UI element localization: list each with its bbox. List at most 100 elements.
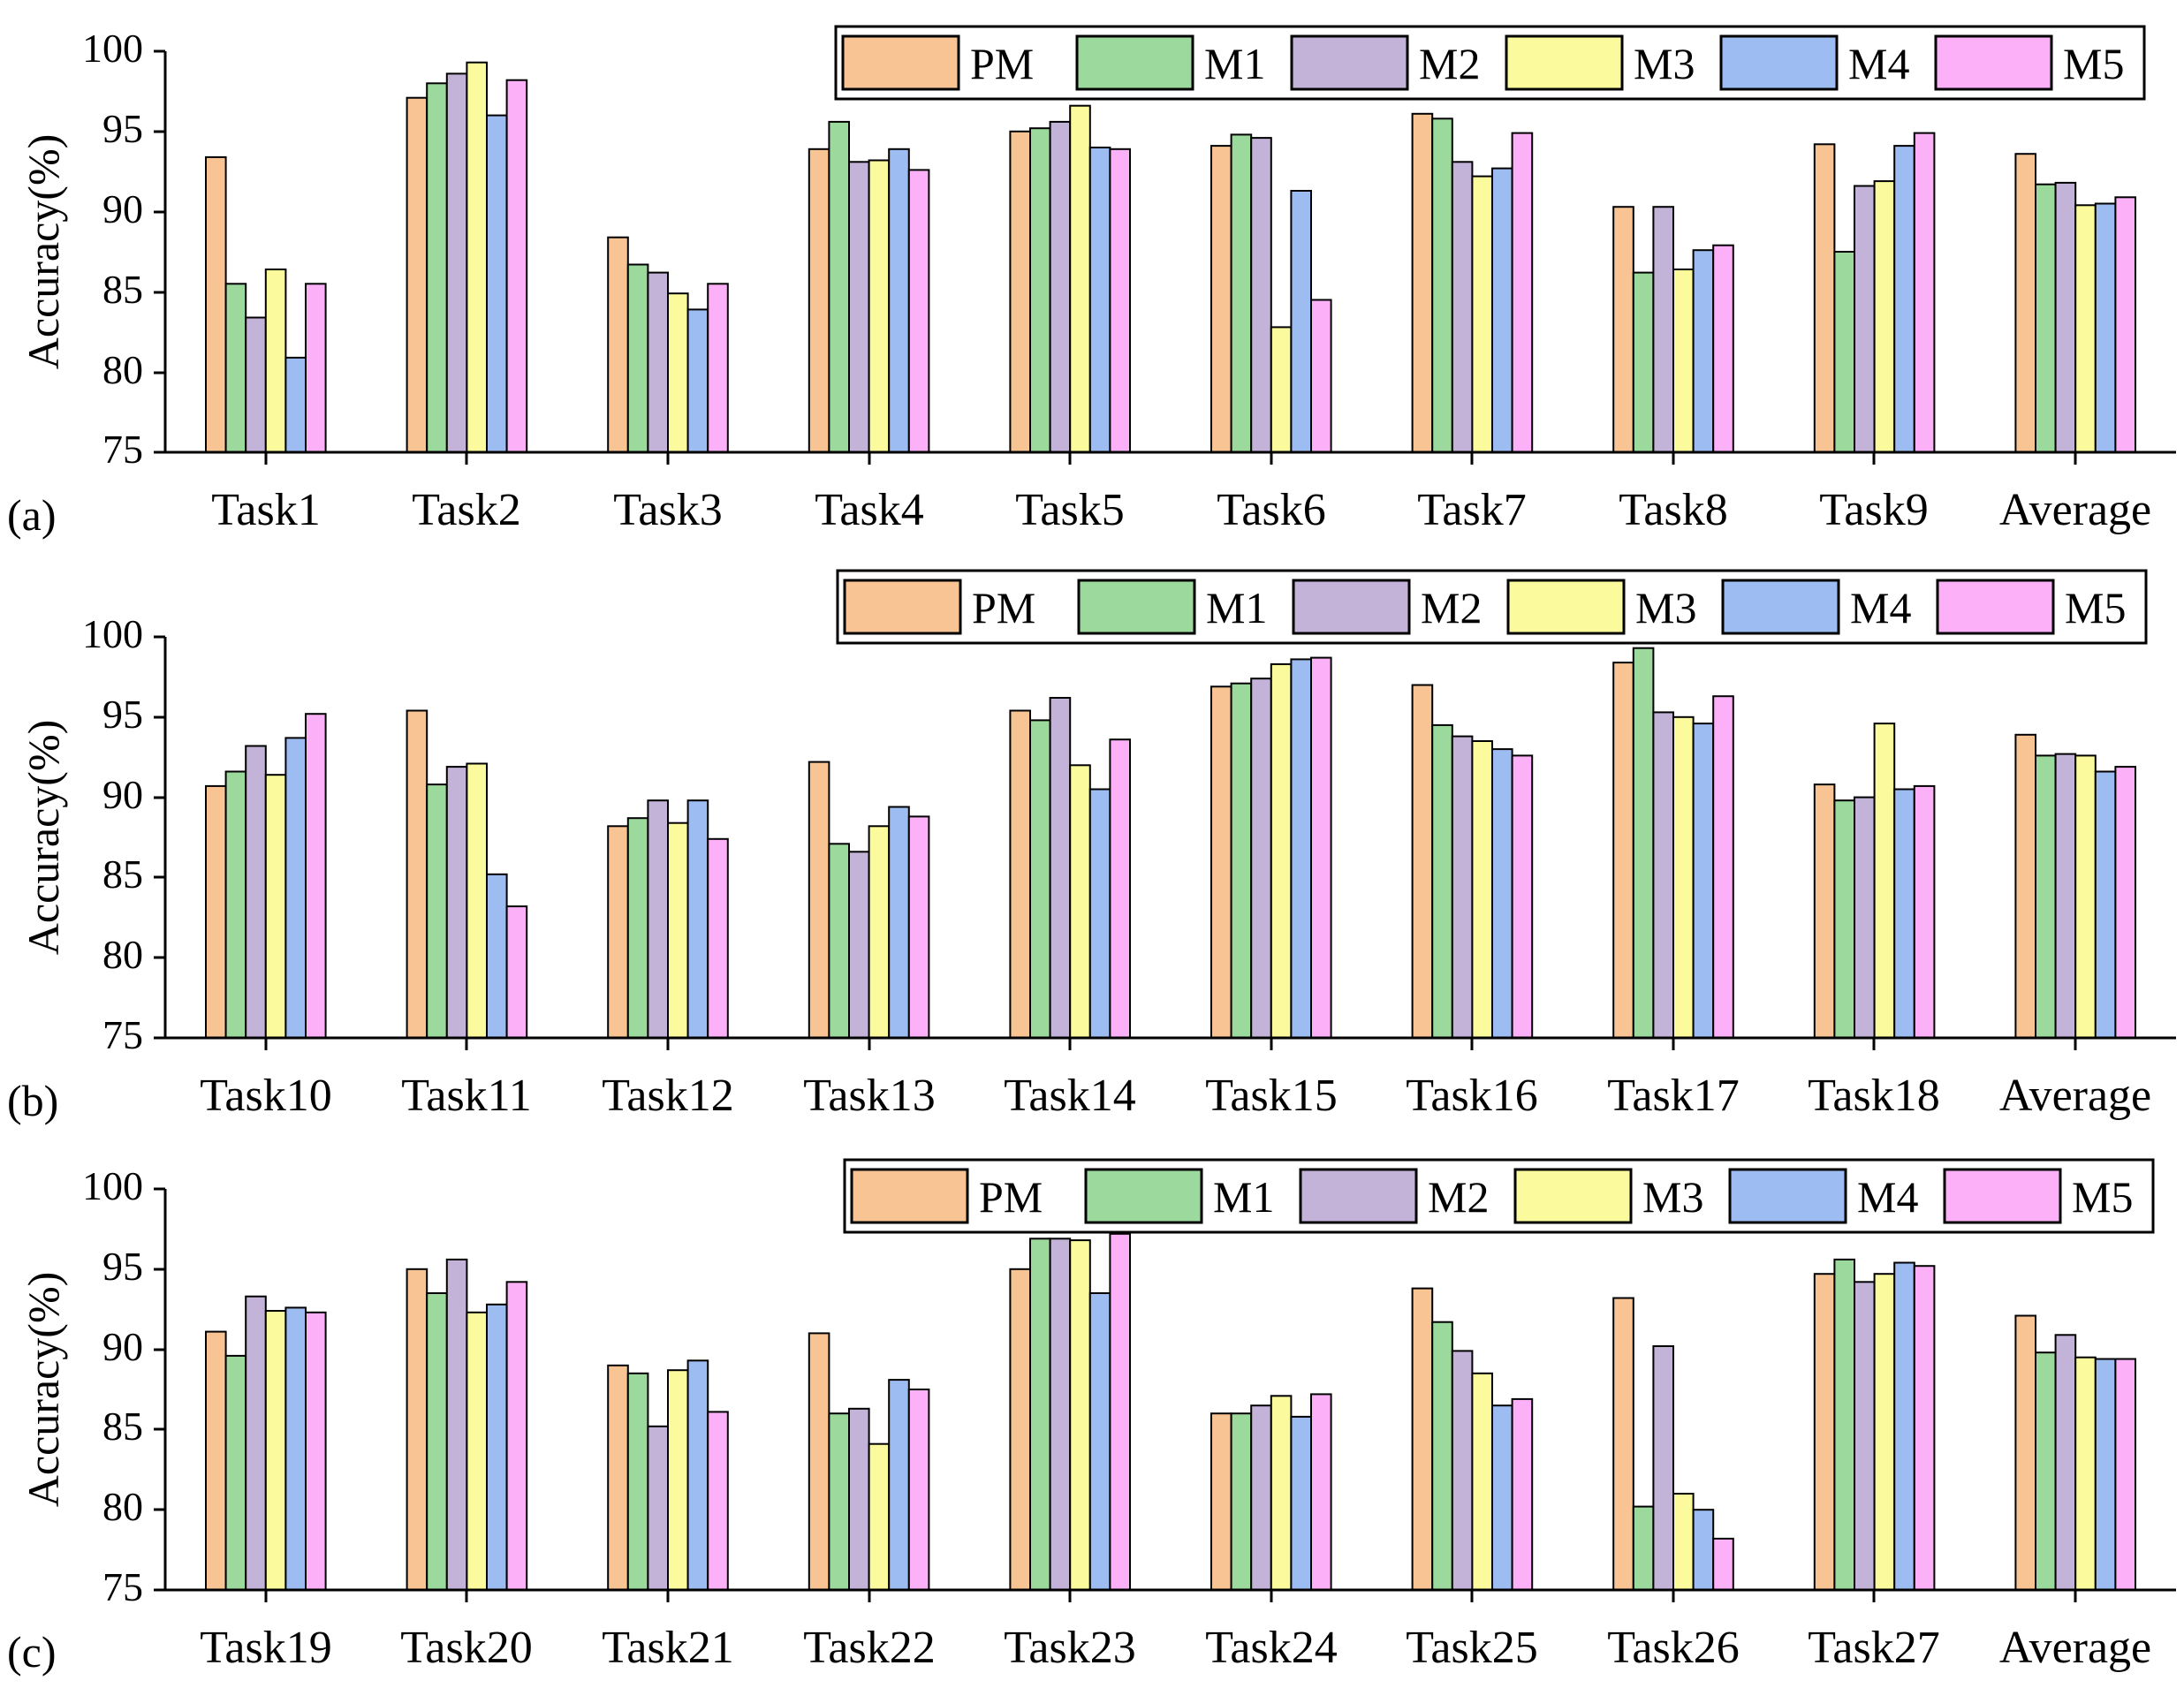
bar-task4-m1 <box>828 120 851 453</box>
bar-task17-m4 <box>1692 723 1715 1039</box>
panel-c-xtick-task25: Task25 <box>1406 1623 1537 1673</box>
panel-c-xtick-task26: Task26 <box>1607 1623 1739 1673</box>
panel-a-xtick-task8: Task8 <box>1619 485 1727 535</box>
bar-task9-m3 <box>1873 180 1896 453</box>
bar-task14-m1 <box>1029 719 1051 1040</box>
panel-a: 100 95 90 85 80 75 Accuracy(%) Task1 Tas… <box>7 25 2176 540</box>
bar-task9-m1 <box>1833 251 1855 453</box>
bar-task6-pm <box>1210 145 1232 453</box>
bar-task22-m2 <box>848 1407 870 1592</box>
bar-task26-pm <box>1612 1297 1634 1591</box>
panel-c-legend-swatch-m2 <box>1299 1168 1418 1224</box>
bar-task8-pm <box>1612 206 1634 453</box>
bar-task18-m5 <box>1913 784 1936 1040</box>
panel-a-legend: PM M1 M2 M3 M4 M5 <box>834 25 2146 101</box>
bar-task26-m5 <box>1712 1537 1734 1592</box>
panel-b-legend-swatch-m2 <box>1292 579 1411 635</box>
bar-task2-m4 <box>486 114 508 453</box>
bar-task14-m5 <box>1109 738 1132 1039</box>
panel-a-xtick-task2: Task2 <box>412 485 520 535</box>
panel-b-y-axis-title: Accuracy(%) <box>19 720 68 955</box>
panel-c-xtick-task19: Task19 <box>200 1623 331 1673</box>
bar-task20-m1 <box>426 1292 448 1591</box>
bar-task6-m3 <box>1270 326 1293 453</box>
panel-b-ytick-95: 95 <box>102 692 143 737</box>
panel-c-legend-label-m4: M4 <box>1857 1172 1918 1222</box>
bar-task24-m2 <box>1250 1404 1272 1591</box>
bar-task16-m5 <box>1511 754 1534 1040</box>
bar-task6-m2 <box>1250 137 1272 453</box>
bar-task23-m1 <box>1029 1238 1051 1592</box>
panel-b-legend-label-m4: M4 <box>1850 583 1911 632</box>
panel-b-ytick-85: 85 <box>102 852 143 897</box>
bar-task24-m5 <box>1310 1393 1332 1592</box>
panel-b-xtick-task15: Task15 <box>1205 1071 1337 1121</box>
bar-task27-m5 <box>1913 1265 1936 1591</box>
bar-task13-m4 <box>888 806 910 1039</box>
bar-task11-m1 <box>426 783 448 1039</box>
bar-task22-pm <box>808 1332 830 1592</box>
panel-c-xtick-task22: Task22 <box>803 1623 935 1673</box>
bar-task16-m2 <box>1451 735 1474 1039</box>
bar-average-m1 <box>2035 754 2057 1040</box>
bar-task11-m2 <box>445 766 468 1039</box>
panel-c-legend-label-m5: M5 <box>2072 1172 2133 1222</box>
bar-task22-m5 <box>907 1389 930 1591</box>
bar-task8-m2 <box>1652 206 1675 453</box>
panel-b-xtick-task12: Task12 <box>602 1071 733 1121</box>
panel-c-ytick-90: 90 <box>102 1324 143 1369</box>
bar-task19-m1 <box>224 1354 247 1592</box>
panel-c-y-axis: 100 95 90 85 80 75 Accuracy(%) <box>19 1163 167 1609</box>
panel-b: 100 95 90 85 80 75 Accuracy(%) Task10 Ta… <box>7 569 2176 1125</box>
bar-task18-pm <box>1813 783 1836 1039</box>
bar-task5-m5 <box>1109 148 1132 454</box>
panel-b-xtick-task18: Task18 <box>1808 1071 1939 1121</box>
panel-c-label: (c) <box>7 1627 57 1677</box>
bar-task19-m3 <box>264 1310 287 1591</box>
bar-task7-m1 <box>1431 117 1453 454</box>
bar-average-pm <box>2014 733 2036 1039</box>
bar-task18-m4 <box>1893 788 1915 1039</box>
panel-b-legend-label-m1: M1 <box>1206 583 1267 632</box>
panel-b-xtick-task16: Task16 <box>1406 1071 1537 1121</box>
bar-task15-m3 <box>1270 662 1293 1040</box>
bar-task21-pm <box>607 1364 629 1592</box>
bar-task9-m2 <box>1854 185 1876 453</box>
bar-task5-m3 <box>1069 104 1091 453</box>
bar-task13-pm <box>808 761 830 1039</box>
bar-task6-m5 <box>1310 299 1332 453</box>
bar-task10-m2 <box>245 745 267 1039</box>
panel-b-legend-swatch-pm <box>843 579 962 635</box>
panel-c-ytick-95: 95 <box>102 1244 143 1289</box>
panel-a-ytick-80: 80 <box>102 347 143 392</box>
bar-task1-m4 <box>284 356 307 453</box>
bar-task21-m4 <box>686 1359 709 1592</box>
bar-average-pm <box>2014 153 2036 453</box>
bar-task17-m1 <box>1632 647 1655 1039</box>
panel-a-legend-swatch-pm <box>841 34 960 91</box>
bar-task25-m4 <box>1491 1404 1513 1591</box>
bar-task12-m5 <box>707 837 729 1039</box>
panel-a-y-axis-title: Accuracy(%) <box>19 134 68 369</box>
bar-task27-m2 <box>1854 1281 1876 1592</box>
bar-task12-m4 <box>686 799 709 1039</box>
panel-a-xtick-task3: Task3 <box>613 485 722 535</box>
panel-a-legend-frame <box>834 25 2146 101</box>
panel-c-xtick-average: Average <box>1999 1623 2151 1673</box>
bar-task10-m5 <box>305 713 327 1039</box>
bar-task25-m3 <box>1471 1372 1494 1592</box>
panel-c-legend-frame <box>843 1158 2155 1234</box>
bar-task22-m3 <box>868 1442 891 1591</box>
bar-task25-m1 <box>1431 1321 1453 1591</box>
panel-a-legend-label-m3: M3 <box>1634 39 1695 88</box>
bar-task23-m3 <box>1069 1239 1091 1591</box>
bar-task15-m4 <box>1290 658 1313 1040</box>
panel-a-bars <box>205 61 2136 454</box>
bar-average-m2 <box>2054 1334 2077 1592</box>
panel-c-ytick-75: 75 <box>102 1564 143 1609</box>
panel-c-ytick-100: 100 <box>82 1163 143 1208</box>
bar-task10-m1 <box>224 770 247 1039</box>
bar-average-m3 <box>2074 754 2097 1040</box>
bar-task5-m2 <box>1049 120 1072 453</box>
panel-c-legend-label-m2: M2 <box>1428 1172 1489 1222</box>
